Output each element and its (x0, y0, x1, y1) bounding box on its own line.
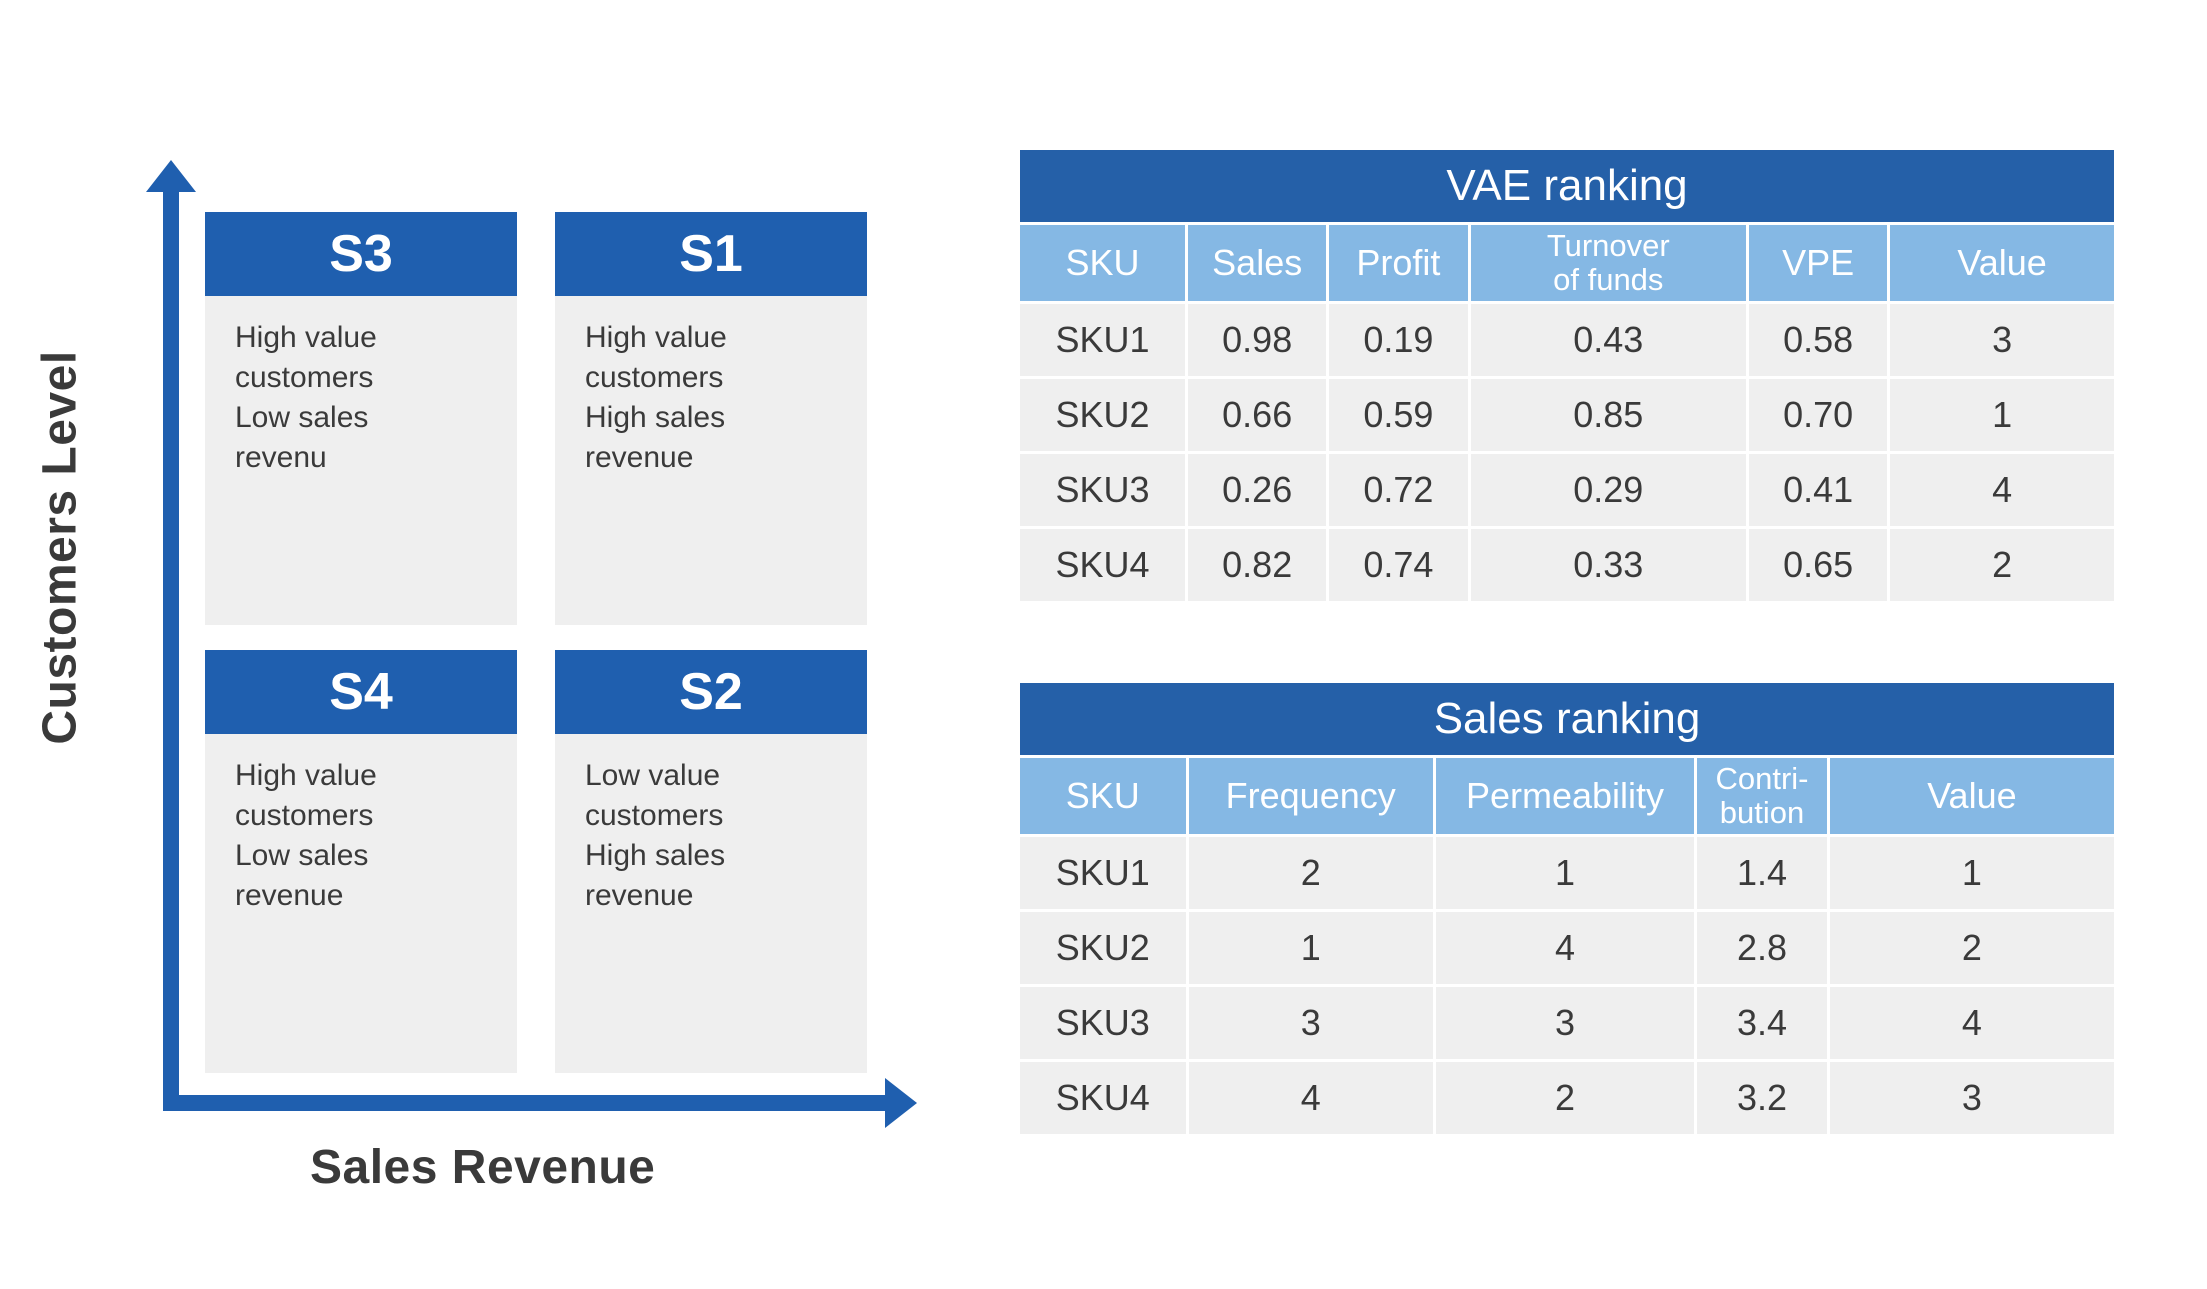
column-header: Permeability (1435, 758, 1695, 834)
table-cell: 0.65 (1749, 529, 1888, 601)
vae-header-row: SKU Sales Profit Turnover of funds VPE Value (1020, 225, 2114, 301)
table-cell: 0.26 (1188, 454, 1327, 526)
quadrant-card-s3: S3 High value customers Low sales revenu (205, 212, 517, 625)
table-cell: 0.41 (1749, 454, 1888, 526)
table-cell: 4 (1890, 454, 2114, 526)
quadrant-matrix-panel: Customers Level Sales Revenue S3 High va… (0, 0, 980, 1289)
table-cell: 0.70 (1749, 379, 1888, 451)
quadrant-body-s2: Low value customers High sales revenue (555, 734, 867, 1073)
table-cell: 1 (1435, 837, 1695, 909)
row-label-cell: SKU2 (1020, 912, 1186, 984)
row-label-cell: SKU1 (1020, 304, 1186, 376)
row-label-cell: SKU3 (1020, 987, 1186, 1059)
row-label-cell: SKU2 (1020, 379, 1186, 451)
column-header: Profit (1329, 225, 1468, 301)
table-row: SKU3 0.26 0.72 0.29 0.41 4 (1020, 454, 2114, 526)
table-cell: 4 (1435, 912, 1695, 984)
table-cell: 1.4 (1697, 837, 1827, 909)
table-cell: 4 (1188, 1062, 1433, 1134)
table-cell: 0.29 (1470, 454, 1747, 526)
table-row: SKU2 1 4 2.8 2 (1020, 912, 2115, 984)
row-label-cell: SKU1 (1020, 837, 1186, 909)
sales-header-row: SKU Frequency Permeability Contri- bution Va… (1020, 758, 2115, 834)
y-axis-label: Customers Level (33, 350, 87, 745)
table-cell: 3 (1188, 987, 1433, 1059)
table-row: SKU4 4 2 3.2 3 (1020, 1062, 2115, 1134)
table-cell: 1 (1829, 837, 2115, 909)
quadrant-card-s1: S1 High value customers High sales reven… (555, 212, 867, 625)
table-cell: 0.98 (1188, 304, 1327, 376)
x-axis-arrowhead-icon (885, 1078, 917, 1128)
quadrant-title-s3: S3 (205, 212, 517, 296)
table-cell: 3.2 (1697, 1062, 1827, 1134)
quadrant-card-s2: S2 Low value customers High sales revenu… (555, 650, 867, 1073)
table-cell: 4 (1829, 987, 2115, 1059)
column-header: Value (1829, 758, 2115, 834)
quadrant-body-s3: High value customers Low sales revenu (205, 296, 517, 625)
y-axis-arrowhead-icon (146, 160, 196, 192)
table-row: SKU1 2 1 1.4 1 (1020, 837, 2115, 909)
quadrant-title-s1: S1 (555, 212, 867, 296)
column-header: SKU (1020, 225, 1186, 301)
table-cell: 0.33 (1470, 529, 1747, 601)
column-header: VPE (1749, 225, 1888, 301)
quadrant-title-s2: S2 (555, 650, 867, 734)
column-header: Frequency (1188, 758, 1433, 834)
table-row: SKU1 0.98 0.19 0.43 0.58 3 (1020, 304, 2114, 376)
table-cell: 3 (1829, 1062, 2115, 1134)
column-header: Turnover of funds (1470, 225, 1747, 301)
column-header: Value (1890, 225, 2114, 301)
table-cell: 2 (1188, 837, 1433, 909)
table-cell: 0.82 (1188, 529, 1327, 601)
column-header: SKU (1020, 758, 1186, 834)
table-cell: 1 (1188, 912, 1433, 984)
quadrant-card-s4: S4 High value customers Low sales revenu… (205, 650, 517, 1073)
table-cell: 0.85 (1470, 379, 1747, 451)
table-cell: 3 (1890, 304, 2114, 376)
sales-ranking-table: Sales ranking SKU Frequency Permeability Co… (1020, 683, 2115, 1134)
table-cell: 0.72 (1329, 454, 1468, 526)
table-cell: 0.74 (1329, 529, 1468, 601)
table-cell: 0.19 (1329, 304, 1468, 376)
row-label-cell: SKU4 (1020, 1062, 1186, 1134)
table-cell: 0.66 (1188, 379, 1327, 451)
table-row: SKU2 0.66 0.59 0.85 0.70 1 (1020, 379, 2114, 451)
table-cell: 0.58 (1749, 304, 1888, 376)
table-cell: 2 (1829, 912, 2115, 984)
table-cell: 2 (1890, 529, 2114, 601)
table-row: SKU3 3 3 3.4 4 (1020, 987, 2115, 1059)
column-header: Contri- bution (1697, 758, 1827, 834)
table-cell: 3.4 (1697, 987, 1827, 1059)
x-axis-line (163, 1095, 891, 1111)
x-axis-label: Sales Revenue (310, 1141, 656, 1194)
quadrant-body-s1: High value customers High sales revenue (555, 296, 867, 625)
table-cell: 2 (1435, 1062, 1695, 1134)
quadrant-title-s4: S4 (205, 650, 517, 734)
table-row: SKU4 0.82 0.74 0.33 0.65 2 (1020, 529, 2114, 601)
table-cell: 0.59 (1329, 379, 1468, 451)
table-cell: 2.8 (1697, 912, 1827, 984)
vae-table-title: VAE ranking (1020, 150, 2114, 222)
row-label-cell: SKU3 (1020, 454, 1186, 526)
quadrant-body-s4: High value customers Low sales revenue (205, 734, 517, 1073)
row-label-cell: SKU4 (1020, 529, 1186, 601)
table-cell: 3 (1435, 987, 1695, 1059)
vae-ranking-table: VAE ranking SKU Sales Profit Turnover of fu… (1020, 150, 2114, 601)
column-header: Sales (1188, 225, 1327, 301)
sales-table-title: Sales ranking (1020, 683, 2114, 755)
table-cell: 1 (1890, 379, 2114, 451)
y-axis-line (163, 185, 179, 1111)
table-cell: 0.43 (1470, 304, 1747, 376)
